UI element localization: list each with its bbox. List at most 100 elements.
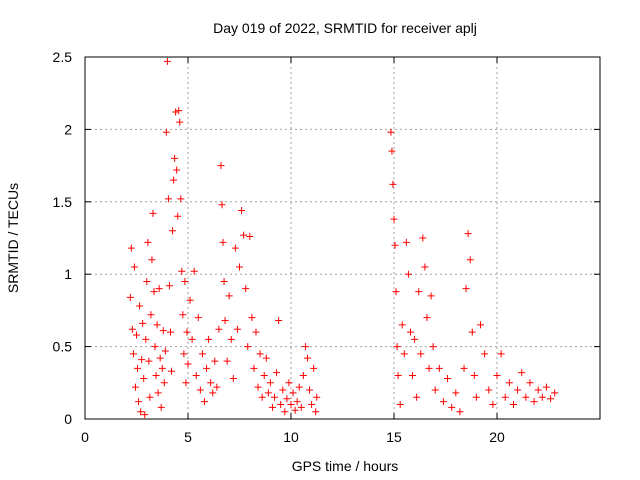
x-tick-label: 15 — [386, 429, 402, 445]
chart-title: Day 019 of 2022, SRMTID for receiver apl… — [213, 20, 477, 36]
y-tick-label: 2 — [64, 121, 72, 137]
data-point — [417, 350, 425, 358]
data-point — [291, 406, 299, 414]
data-point — [505, 379, 513, 387]
data-point — [522, 393, 530, 401]
data-point — [162, 128, 170, 136]
data-point — [171, 154, 179, 162]
data-point — [150, 288, 158, 296]
data-point — [439, 398, 447, 406]
data-point — [299, 372, 307, 380]
data-point — [303, 354, 311, 362]
data-point — [289, 389, 297, 397]
data-point — [444, 374, 452, 382]
data-point — [514, 386, 522, 394]
data-point — [180, 350, 188, 358]
data-point — [393, 343, 401, 351]
data-point — [256, 350, 264, 358]
data-point — [231, 244, 239, 252]
data-point — [188, 335, 196, 343]
data-point — [156, 354, 164, 362]
data-point — [158, 364, 166, 372]
y-tick-label: 0 — [64, 411, 72, 427]
data-point — [172, 108, 180, 116]
data-point — [526, 379, 534, 387]
data-point — [244, 343, 252, 351]
data-point — [166, 328, 174, 336]
data-point — [448, 403, 456, 411]
data-point — [462, 285, 470, 293]
data-point — [271, 393, 279, 401]
y-tick-label: 0.5 — [53, 339, 73, 355]
data-point — [154, 389, 162, 397]
data-point — [225, 292, 233, 300]
data-point — [198, 350, 206, 358]
data-point — [217, 162, 225, 170]
data-point — [170, 176, 178, 184]
data-point — [220, 277, 228, 285]
data-point — [460, 364, 468, 372]
data-point — [203, 364, 211, 372]
data-point — [411, 335, 419, 343]
data-point — [509, 401, 517, 409]
data-point — [297, 403, 305, 411]
data-point — [163, 57, 171, 65]
data-point — [390, 215, 398, 223]
data-point — [538, 393, 546, 401]
data-point — [421, 263, 429, 271]
data-point — [186, 296, 194, 304]
x-tick-label: 0 — [81, 429, 89, 445]
data-point — [481, 350, 489, 358]
data-point — [137, 408, 145, 416]
data-point — [423, 314, 431, 322]
data-point — [472, 393, 480, 401]
data-point — [406, 328, 414, 336]
data-point — [213, 383, 221, 391]
data-point — [223, 357, 231, 365]
data-point — [164, 195, 172, 203]
data-point — [190, 267, 198, 275]
data-point — [497, 350, 505, 358]
data-point — [477, 321, 485, 329]
data-point — [435, 364, 443, 372]
data-point — [147, 311, 155, 319]
data-point — [233, 325, 241, 333]
data-point — [151, 343, 159, 351]
data-point — [258, 393, 266, 401]
data-point — [127, 244, 135, 252]
data-point — [129, 350, 137, 358]
data-point — [310, 364, 318, 372]
data-point — [238, 206, 246, 214]
data-point — [394, 372, 402, 380]
data-point — [219, 238, 227, 246]
data-point — [184, 360, 192, 368]
data-point — [160, 379, 168, 387]
data-point — [268, 403, 276, 411]
data-point — [400, 350, 408, 358]
data-points — [126, 57, 559, 419]
data-point — [464, 230, 472, 238]
data-point — [221, 317, 229, 325]
data-point — [200, 398, 208, 406]
data-point — [157, 403, 165, 411]
data-point — [178, 267, 186, 275]
data-point — [534, 386, 542, 394]
data-point — [427, 292, 435, 300]
data-point — [192, 372, 200, 380]
y-tick-label: 1.5 — [53, 194, 73, 210]
data-point — [143, 277, 151, 285]
data-point — [250, 364, 258, 372]
data-point — [409, 372, 417, 380]
data-point — [173, 166, 181, 174]
data-point — [312, 408, 320, 416]
data-point — [273, 369, 281, 377]
data-point — [252, 328, 260, 336]
data-point — [285, 379, 293, 387]
data-point — [183, 328, 191, 336]
x-tick-label: 20 — [489, 429, 505, 445]
data-point — [145, 357, 153, 365]
data-point — [542, 383, 550, 391]
data-point — [404, 270, 412, 278]
data-point — [287, 401, 295, 409]
data-point — [155, 285, 163, 293]
